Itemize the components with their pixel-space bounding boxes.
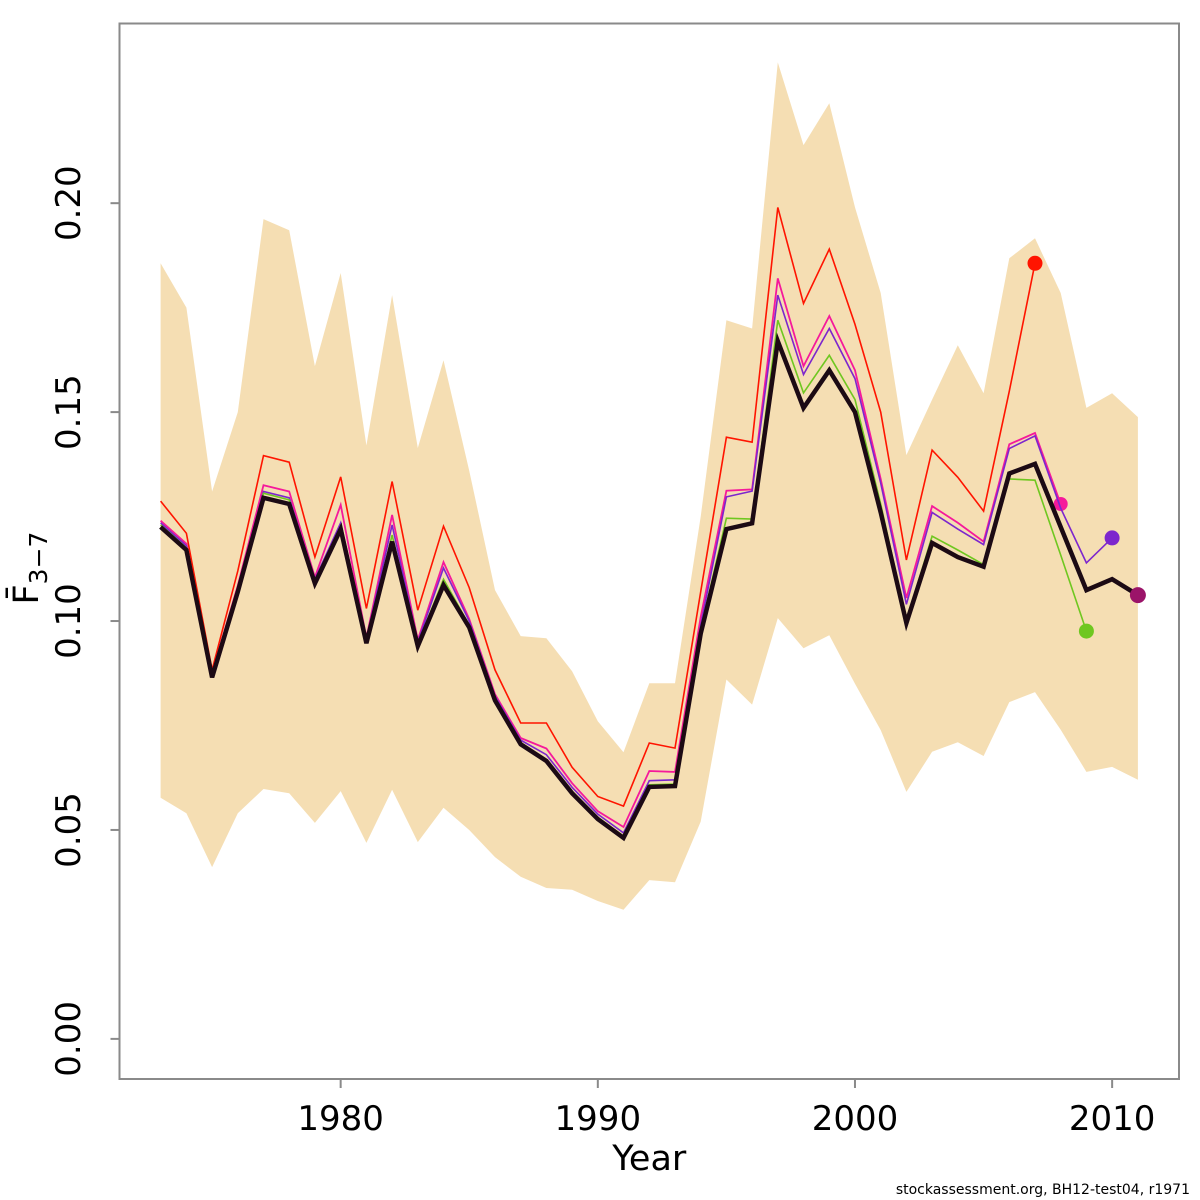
x-axis-tick-label: 2000 (812, 1099, 899, 1139)
base-run-2011-line (159, 332, 1140, 842)
retro-peel-2009-end-dot (1078, 623, 1094, 639)
base-run-2011-end-dot (1129, 587, 1146, 604)
retro-peel-2007-end-dot (1027, 255, 1043, 271)
x-axis-title: Year (611, 1139, 687, 1179)
retro-peel-2007-line (159, 207, 1036, 808)
y-axis-tick-label: 0.10 (49, 583, 89, 659)
x-axis-tick-label: 1990 (555, 1099, 642, 1139)
plot-frame (118, 22, 1180, 1080)
y-axis-tick-label: 0.20 (49, 165, 89, 241)
y-axis-tick-label: 0.05 (49, 792, 89, 868)
x-axis-tick-label: 2010 (1069, 1099, 1156, 1139)
retro-peel-2010-end-dot (1104, 530, 1120, 546)
y-axis-tick-label: 0.15 (49, 374, 89, 450)
y-axis-title: F̄3−7 (5, 532, 53, 605)
confidence-band (160, 62, 1138, 910)
y-axis-tick-label: 0.00 (49, 1001, 89, 1077)
footer-attribution: stockassessment.org, BH12-test04, r1971 (895, 1182, 1190, 1198)
x-axis-tick-label: 1980 (297, 1099, 384, 1139)
